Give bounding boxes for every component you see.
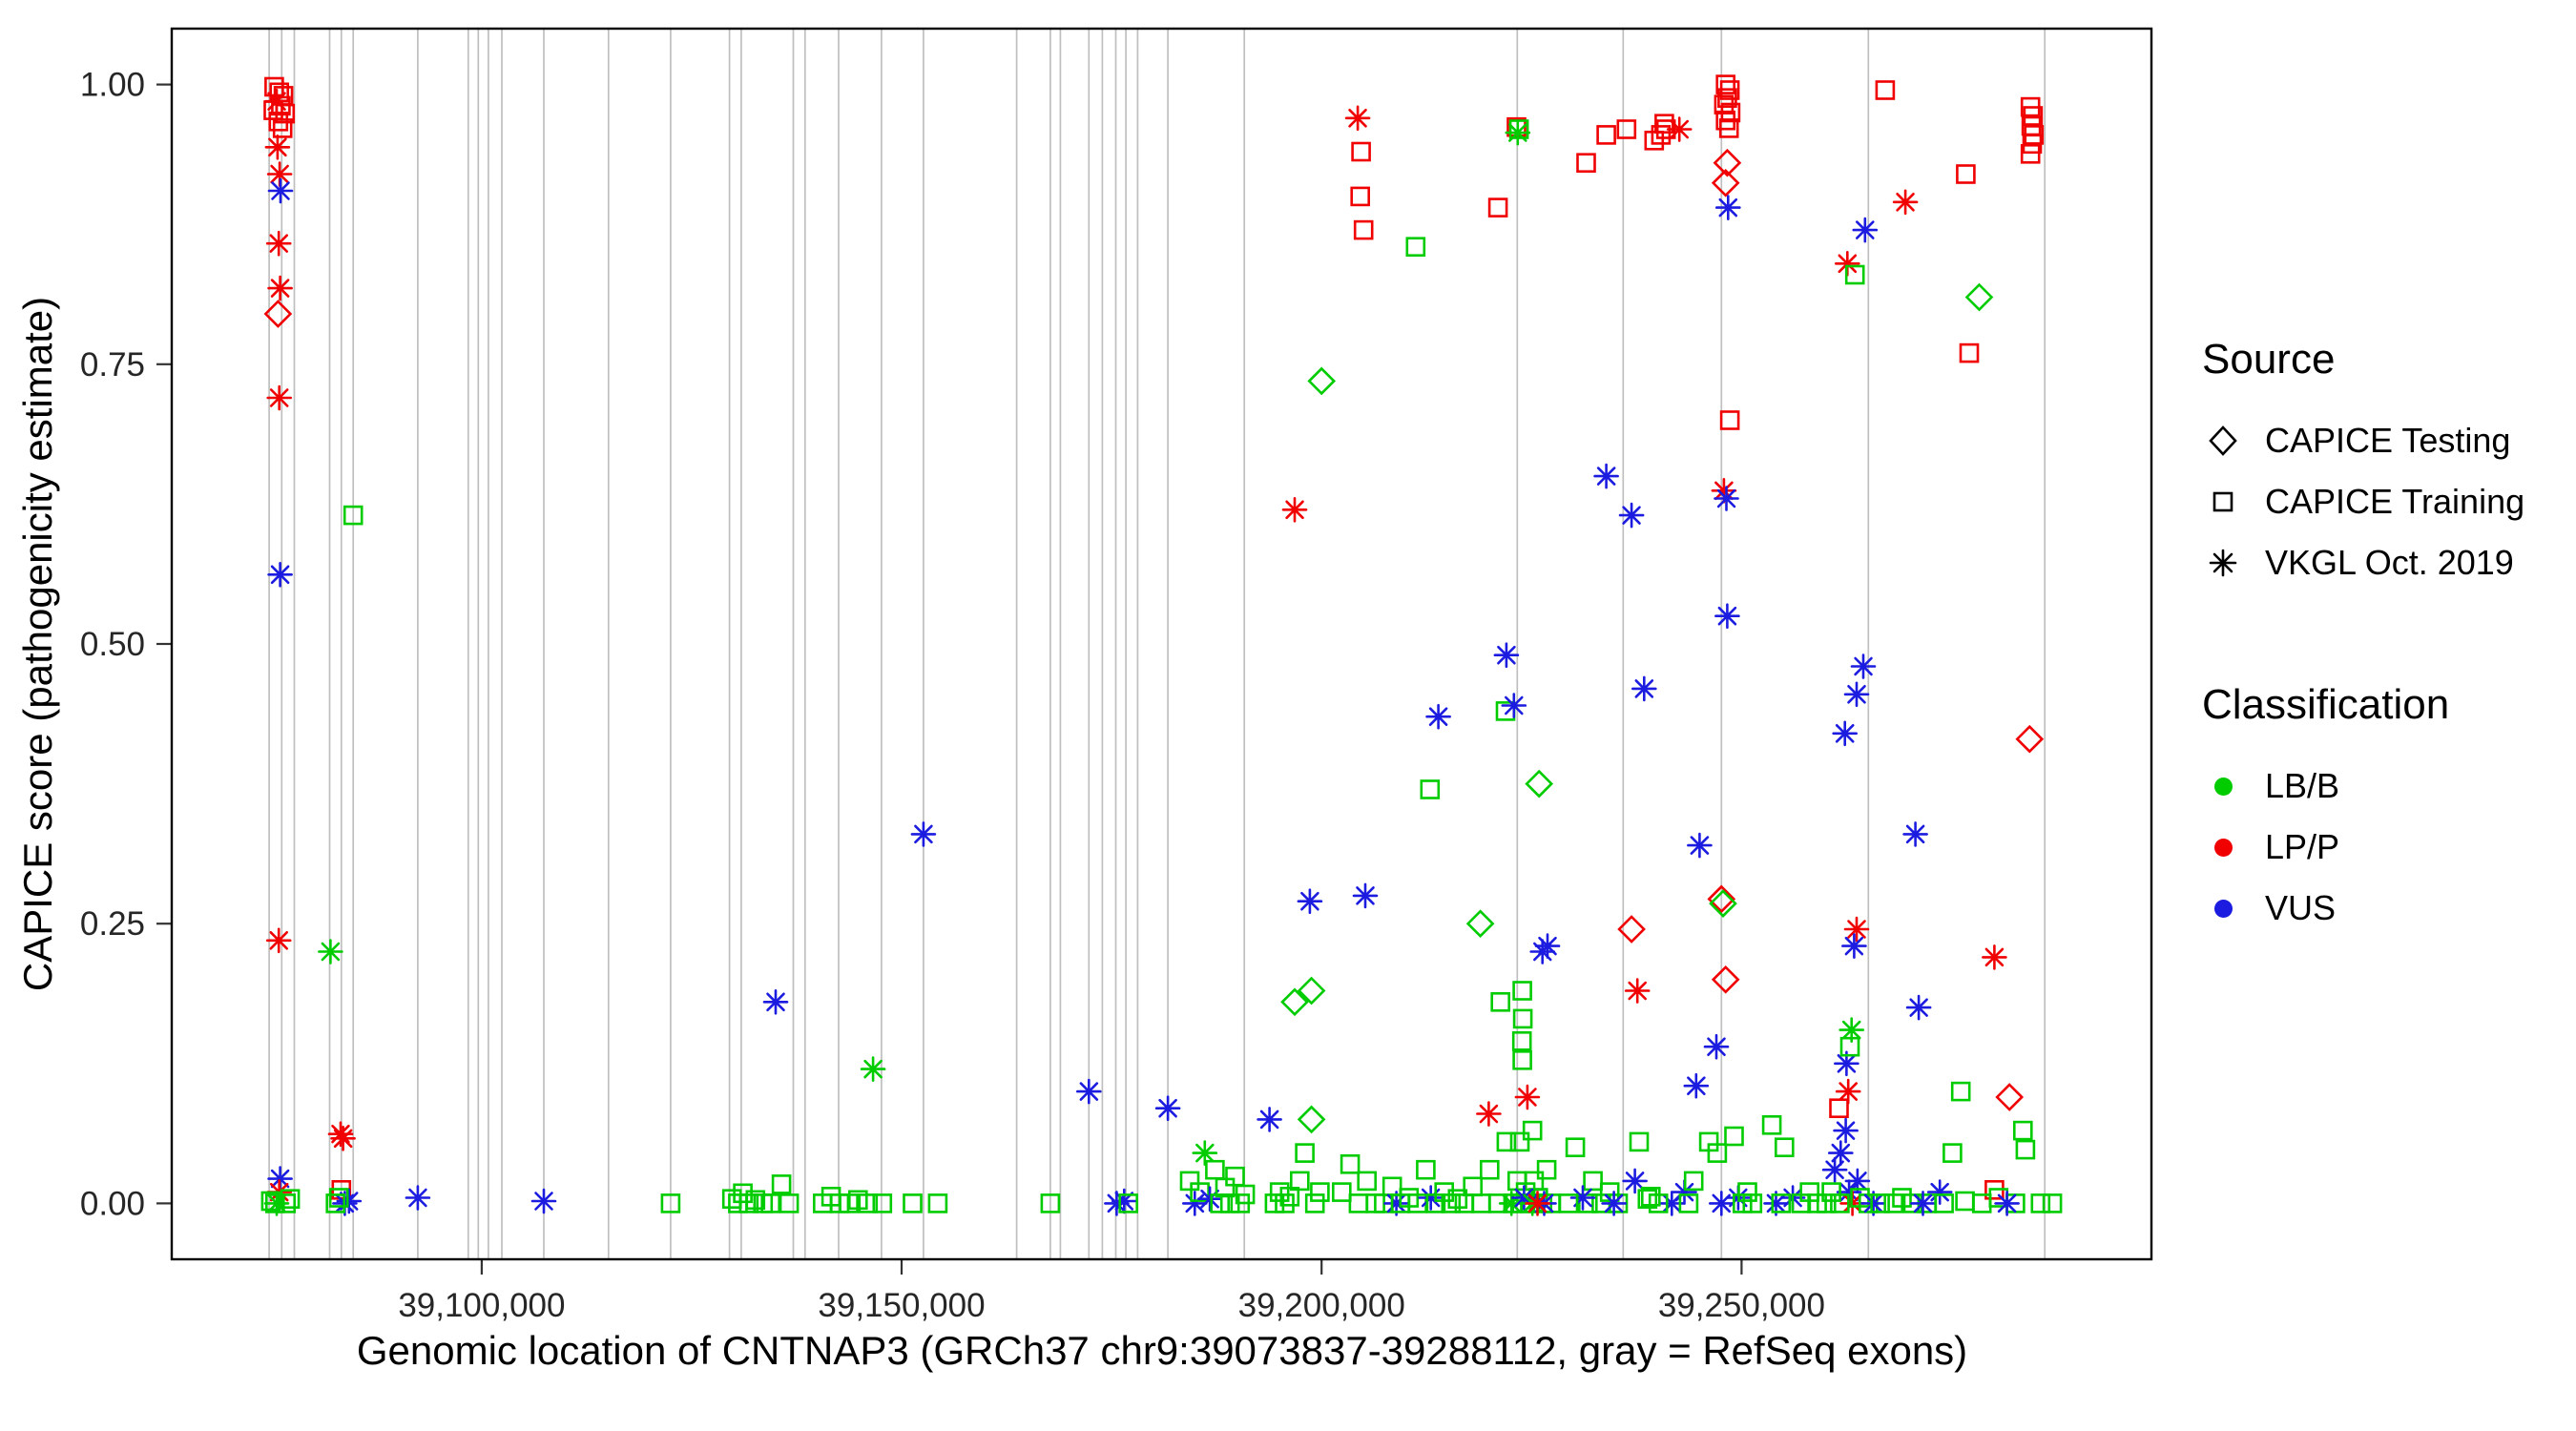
svg-text:39,100,000: 39,100,000 [398,1287,565,1324]
legend-label-vus: VUS [2265,888,2337,927]
svg-text:39,200,000: 39,200,000 [1238,1287,1405,1324]
legend-label-vkgl: VKGL Oct. 2019 [2265,543,2514,582]
x-axis-title: Genomic location of CNTNAP3 (GRCh37 chr9… [356,1328,1968,1373]
svg-text:39,250,000: 39,250,000 [1658,1287,1825,1324]
legend-label-capice-training: CAPICE Training [2265,482,2525,521]
svg-text:0.00: 0.00 [80,1185,145,1222]
green-dot-icon [2202,765,2244,807]
legend-label-capice-testing: CAPICE Testing [2265,421,2511,460]
svg-text:1.00: 1.00 [80,67,145,104]
svg-text:0.50: 0.50 [80,626,145,663]
legend-label-lbb: LB/B [2265,766,2340,805]
svg-text:0.25: 0.25 [80,905,145,943]
exon-lines [268,29,2046,1259]
legend-group-source: Source CAPICE Testing CAPICE Training [2202,336,2524,593]
open-square-icon [2202,481,2244,523]
legend-source-title: Source [2202,336,2336,383]
legend-item-capice-training: CAPICE Training [2202,471,2524,532]
legend-item-lbb: LB/B [2202,756,2524,817]
data-points [260,74,2063,1216]
red-dot-icon [2202,826,2244,868]
asterisk-icon [2202,542,2244,584]
blue-dot-icon [2202,887,2244,929]
svg-text:39,150,000: 39,150,000 [818,1287,985,1324]
y-axis-ticks: 0.00 0.25 0.50 0.75 1.00 [80,67,172,1222]
legend-item-capice-testing: CAPICE Testing [2202,410,2524,471]
open-diamond-icon [2202,420,2244,462]
legend: Source CAPICE Testing CAPICE Training [2202,336,2524,939]
panel-border [170,27,2153,1261]
svg-text:0.75: 0.75 [80,346,145,384]
legend-item-vkgl: VKGL Oct. 2019 [2202,532,2524,593]
legend-label-lpp: LP/P [2265,827,2340,866]
x-axis-ticks: 39,100,000 39,150,000 39,200,000 39,250,000 [398,1259,1825,1324]
legend-item-vus: VUS [2202,878,2524,939]
legend-group-classification: Classification LB/B LP/P VUS [2202,681,2524,939]
y-axis-title: CAPICE score (pathogenicity estimate) [15,296,60,992]
legend-item-lpp: LP/P [2202,817,2524,878]
legend-classification-title: Classification [2202,681,2450,728]
